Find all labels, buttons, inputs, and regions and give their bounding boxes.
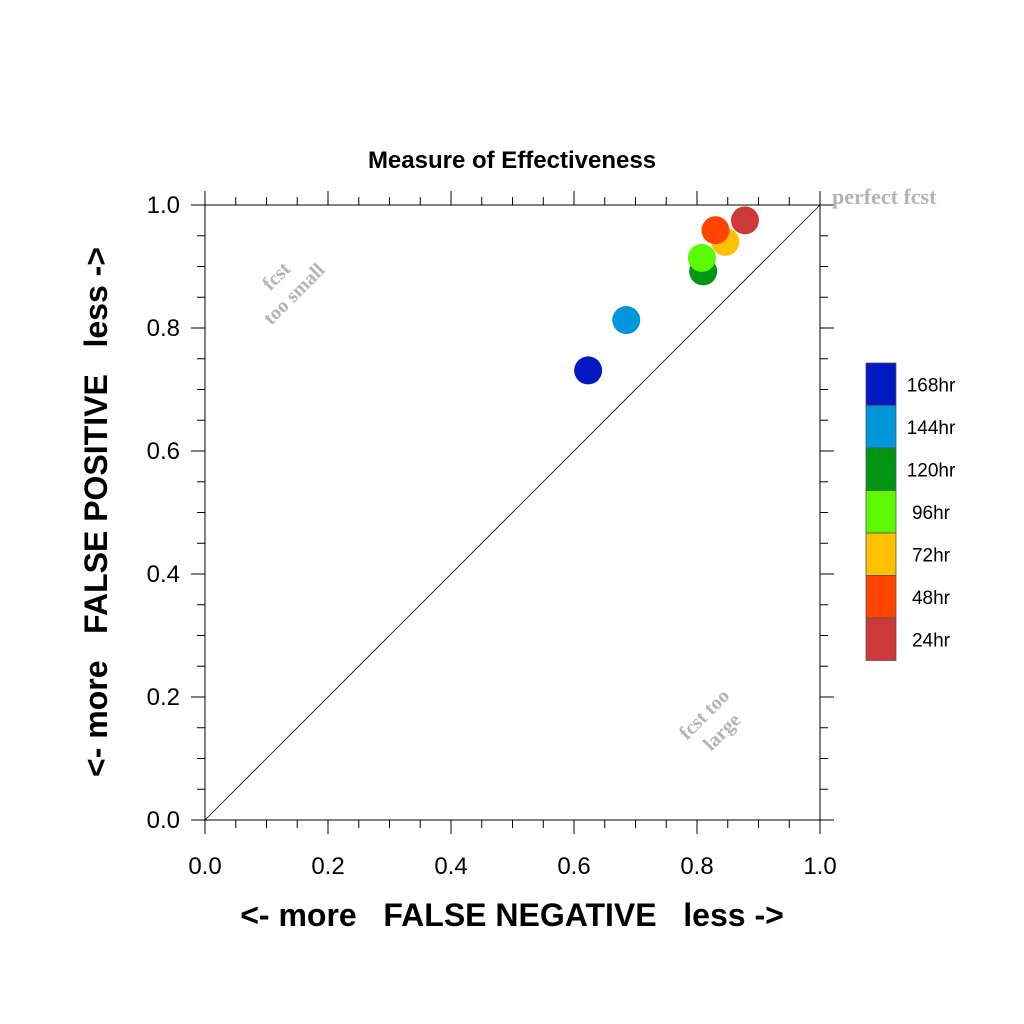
y-tick-label: 0.8 xyxy=(147,315,180,342)
legend-swatch-144hr xyxy=(865,405,897,449)
x-tick-label: 0.6 xyxy=(557,853,590,880)
forecast-too-small-annotation: fcst too small xyxy=(258,258,329,329)
x-tick-label: 0.4 xyxy=(434,853,467,880)
legend-label-72hr: 72hr xyxy=(912,545,951,566)
x-tick-label: 0.8 xyxy=(680,853,713,880)
y-tick-label: 0.2 xyxy=(147,684,180,711)
legend-label-120hr: 120hr xyxy=(907,460,956,481)
point-168hr xyxy=(574,356,603,385)
legend-label-168hr: 168hr xyxy=(907,375,956,396)
data-points xyxy=(574,206,759,385)
point-24hr xyxy=(730,206,759,235)
legend-swatch-120hr xyxy=(865,447,897,491)
point-48hr xyxy=(701,216,730,245)
y-tick-label: 0.4 xyxy=(147,561,180,588)
x-axis-label: <- more FALSE NEGATIVE less -> xyxy=(240,897,784,933)
y-tick-label: 1.0 xyxy=(147,192,180,219)
point-144hr xyxy=(612,306,641,335)
y-tick-label: 0.6 xyxy=(147,438,180,465)
y-tick-labels: 0.0 0.2 0.4 0.6 0.8 1.0 xyxy=(147,192,180,834)
y-tick-label: 0.0 xyxy=(147,807,180,834)
perfect-forecast-label: perfect fcst xyxy=(832,184,937,209)
x-tick-labels: 0.0 0.2 0.4 0.6 0.8 1.0 xyxy=(188,853,836,880)
forecast-too-large-annotation: fcst too large xyxy=(675,685,745,755)
legend-label-96hr: 96hr xyxy=(912,503,951,524)
legend-label-144hr: 144hr xyxy=(907,418,956,439)
y-axis-label: <- more FALSE POSITIVE less -> xyxy=(78,247,114,777)
axis-ticks xyxy=(191,191,834,834)
legend-swatch-72hr xyxy=(865,532,897,576)
legend-swatch-96hr xyxy=(865,490,897,534)
legend-swatch-168hr xyxy=(865,362,897,406)
x-tick-label: 1.0 xyxy=(803,853,836,880)
legend-label-24hr: 24hr xyxy=(912,630,951,651)
perfect-forecast-line xyxy=(204,204,821,821)
x-tick-label: 0.2 xyxy=(311,853,344,880)
legend: 168hr 144hr 120hr 96hr 72hr 48hr 24hr xyxy=(865,362,956,661)
legend-swatch-24hr xyxy=(865,617,897,661)
legend-label-48hr: 48hr xyxy=(912,588,951,609)
point-96hr xyxy=(687,243,716,272)
chart-title: Measure of Effectiveness xyxy=(368,147,656,174)
x-tick-label: 0.0 xyxy=(188,853,221,880)
legend-swatch-48hr xyxy=(865,575,897,619)
